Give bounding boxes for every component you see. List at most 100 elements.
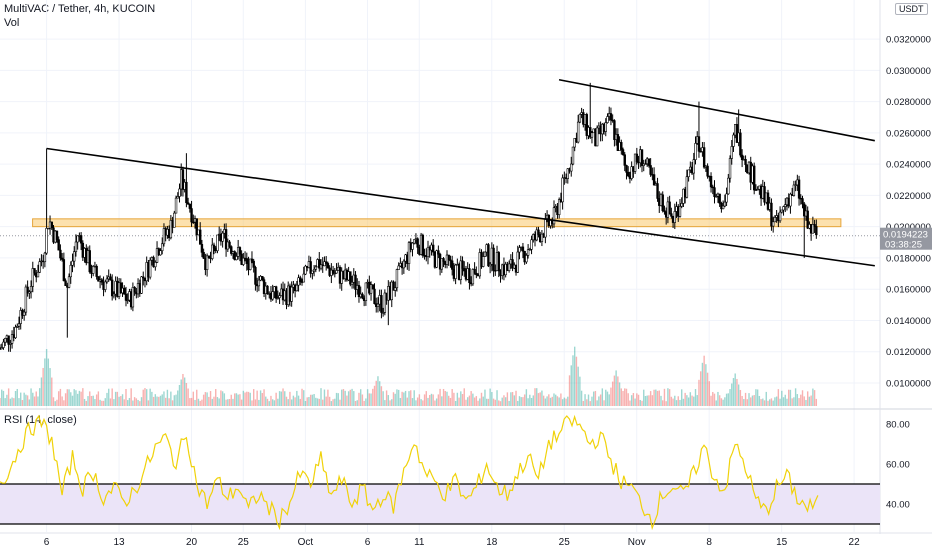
volume-bar	[485, 398, 488, 406]
candle	[694, 136, 697, 165]
candle	[112, 291, 116, 299]
candle-body	[354, 274, 357, 290]
candle	[623, 152, 626, 172]
candle	[732, 132, 735, 152]
volume-bar	[731, 383, 733, 406]
candle	[60, 253, 64, 262]
volume-bar	[563, 397, 566, 406]
candle-body	[302, 273, 305, 283]
candle-body	[364, 282, 368, 301]
candle-body	[202, 252, 205, 259]
candle-body	[257, 279, 261, 287]
volume-bar	[513, 395, 515, 406]
volume-bar	[394, 393, 396, 406]
candle-body	[312, 268, 316, 272]
candle	[516, 245, 519, 273]
candle	[373, 283, 376, 305]
volume-bar	[423, 394, 426, 406]
candle	[395, 268, 399, 292]
candle-body	[487, 244, 490, 267]
candle-body	[162, 228, 166, 245]
rsi-tick-label: 80.00	[886, 420, 910, 431]
candle-body	[299, 277, 302, 283]
volume-bar	[756, 389, 759, 406]
candle-body	[245, 258, 248, 264]
volume-bar	[133, 397, 136, 406]
volume-bar	[461, 394, 464, 406]
candle-body	[188, 203, 192, 209]
candle-body	[159, 250, 162, 256]
price-tick-label: 0.0160000	[886, 285, 931, 296]
candle-body	[29, 286, 33, 293]
volume-bar	[777, 389, 780, 406]
volume-bar	[209, 391, 212, 406]
candle	[26, 280, 29, 297]
volume-bar	[496, 390, 498, 406]
candle-body	[154, 262, 157, 268]
volume-bar	[411, 398, 414, 406]
candle	[88, 245, 91, 274]
volume-bar	[473, 397, 476, 406]
candle	[123, 285, 126, 295]
candle-body	[235, 256, 238, 261]
volume-bar	[434, 400, 436, 406]
candle-body	[640, 149, 644, 166]
volume-bar	[779, 398, 781, 406]
price-tick-label: 0.0140000	[886, 316, 931, 327]
volume-bar	[120, 396, 122, 406]
candle	[730, 139, 733, 165]
volume-bar	[725, 393, 728, 406]
candle	[557, 197, 561, 219]
candle	[252, 258, 255, 273]
candle	[314, 264, 318, 273]
volume-bar	[271, 399, 274, 406]
volume-bar	[622, 390, 624, 406]
candle-body	[535, 229, 538, 241]
candle-body	[181, 169, 185, 190]
volume-bar	[237, 394, 239, 406]
volume-bar	[499, 401, 502, 406]
volume-bar	[11, 397, 13, 406]
candle-body	[290, 286, 293, 302]
candle	[202, 248, 205, 259]
candle	[350, 275, 354, 289]
volume-bar	[639, 399, 641, 406]
volume-bar	[78, 390, 81, 406]
volume-bar	[534, 388, 536, 406]
candle-body	[621, 149, 625, 156]
volume-bar	[708, 381, 711, 406]
volume-bar	[366, 389, 369, 406]
price-unit-badge[interactable]: USDT	[895, 3, 928, 15]
candle	[173, 210, 176, 228]
candle	[461, 256, 464, 276]
candle	[9, 339, 12, 352]
candle-body	[530, 239, 533, 250]
volume-bar	[309, 394, 312, 406]
rsi-line	[0, 414, 819, 531]
candle	[376, 297, 380, 313]
volume-bar	[806, 391, 809, 406]
volume-bar	[662, 400, 664, 406]
candle	[205, 253, 209, 277]
volume-bar	[113, 399, 115, 406]
candle	[715, 193, 718, 198]
volume-bar	[589, 401, 591, 406]
volume-bar	[380, 386, 383, 406]
candle-body	[50, 221, 53, 229]
candle-body	[482, 256, 485, 267]
volume-bar	[104, 398, 106, 406]
price-tick-label: 0.0120000	[886, 347, 931, 358]
volume-bar	[354, 400, 357, 406]
candle-body	[431, 244, 435, 253]
volume-bar	[788, 389, 790, 406]
candle	[124, 286, 128, 307]
volume-bar	[653, 389, 655, 406]
candle	[190, 200, 193, 227]
candle-body	[97, 276, 100, 282]
candle	[576, 114, 580, 144]
volume-bar	[108, 388, 110, 406]
candle	[518, 244, 521, 260]
candle	[752, 162, 756, 195]
candle-body	[36, 271, 40, 278]
